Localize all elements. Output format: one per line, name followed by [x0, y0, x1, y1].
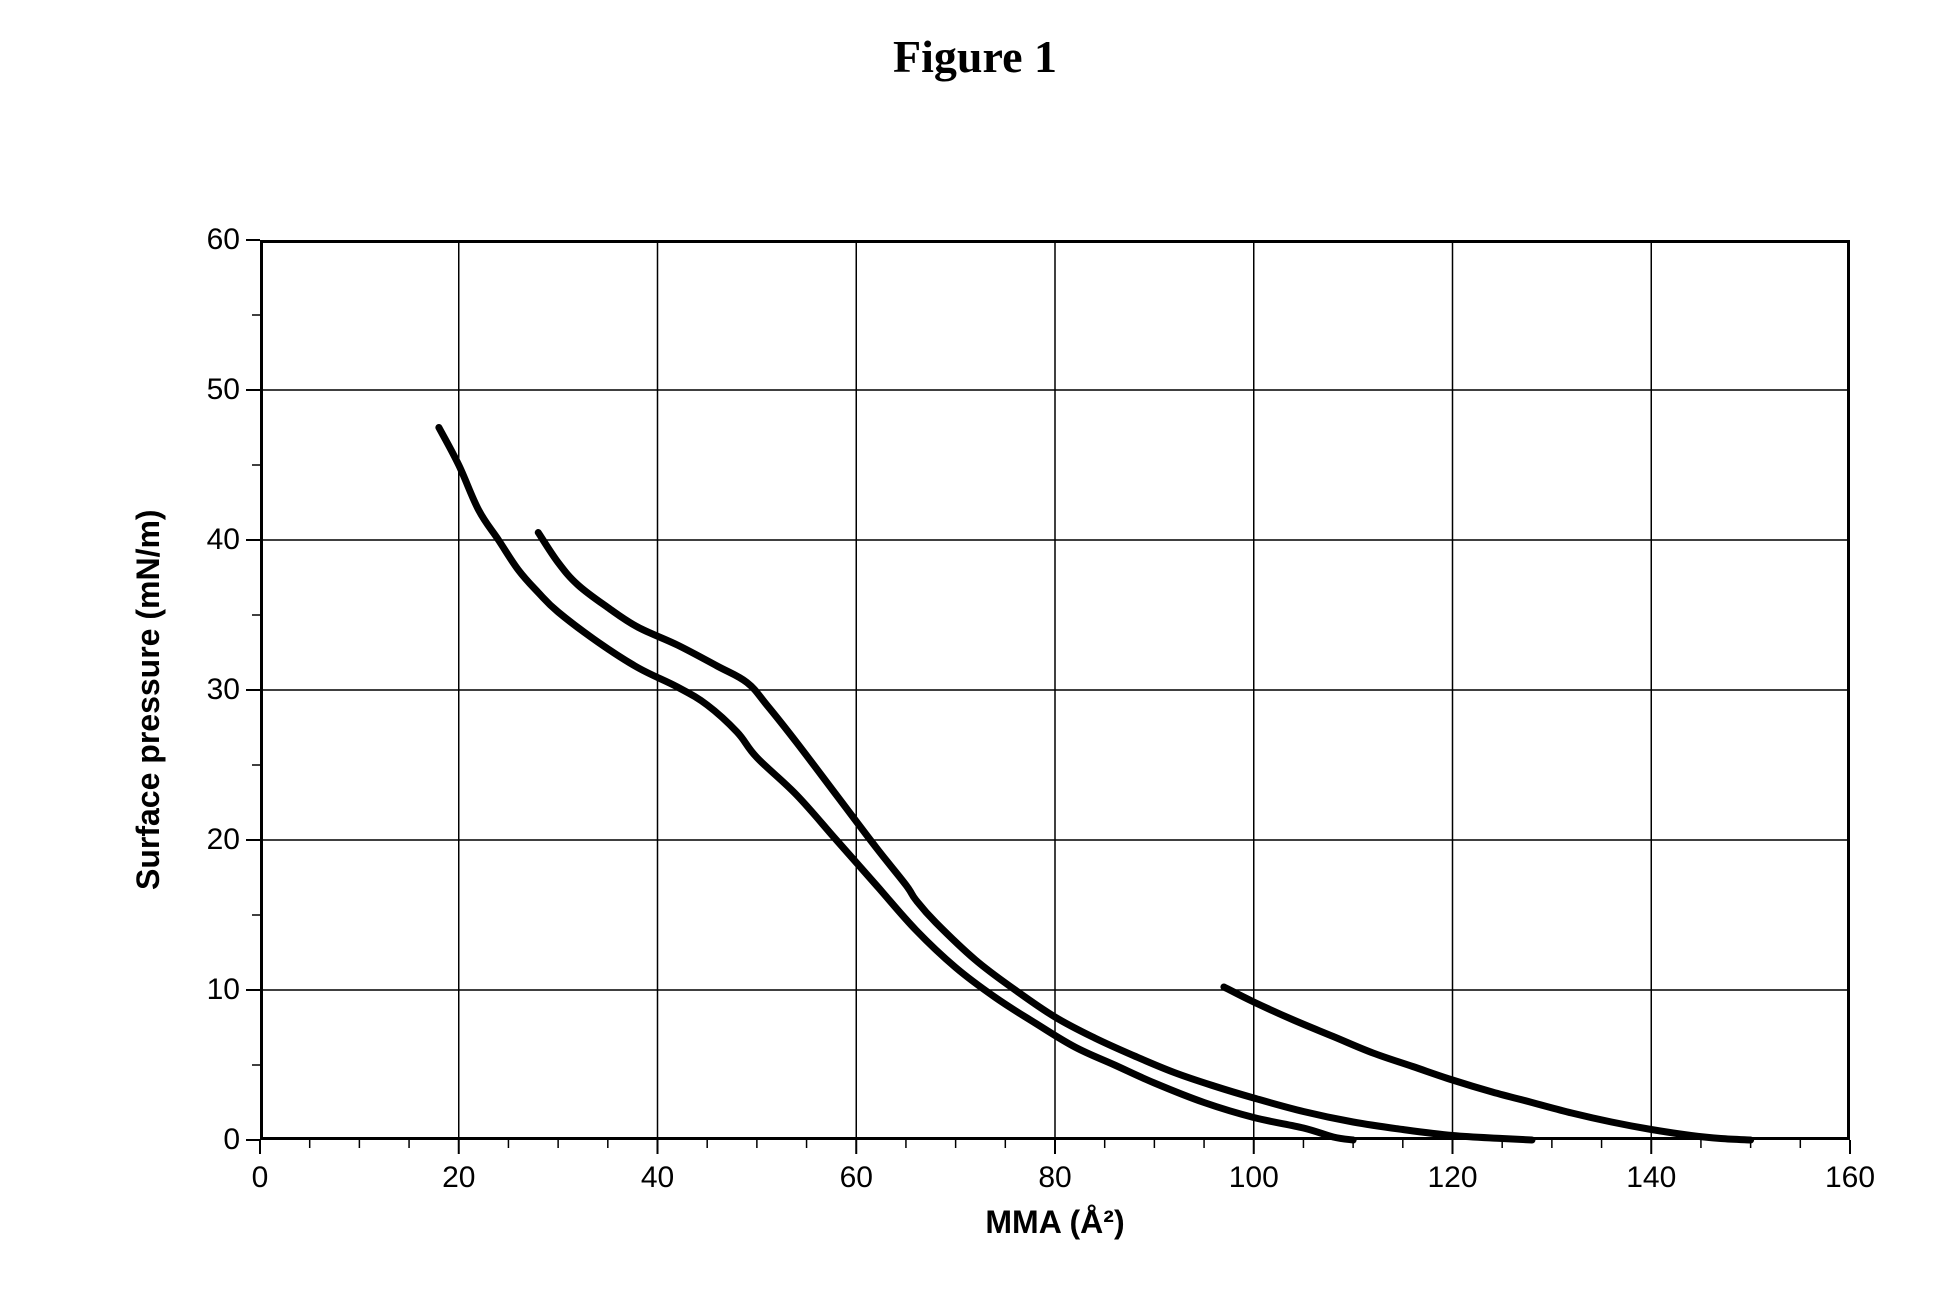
- tick-label: 80: [1005, 1160, 1105, 1196]
- tick-label: 0: [210, 1160, 310, 1196]
- tick-label: 50: [170, 372, 240, 408]
- chart-svg: [260, 240, 1850, 1140]
- tick-label: 30: [170, 672, 240, 708]
- tick-label: 120: [1403, 1160, 1503, 1196]
- page: Figure 1 Surface pressure (mN/m) MMA (Å²…: [0, 0, 1950, 1315]
- tick-label: 60: [170, 222, 240, 258]
- y-axis-label: Surface pressure (mN/m): [130, 509, 167, 890]
- tick-label: 10: [170, 972, 240, 1008]
- x-axis-label: MMA (Å²): [935, 1204, 1175, 1241]
- figure-title: Figure 1: [0, 30, 1950, 83]
- tick-label: 100: [1204, 1160, 1304, 1196]
- tick-label: 40: [608, 1160, 708, 1196]
- tick-label: 140: [1601, 1160, 1701, 1196]
- tick-label: 0: [170, 1122, 240, 1158]
- tick-label: 20: [170, 822, 240, 858]
- tick-label: 40: [170, 522, 240, 558]
- chart-container: [260, 240, 1850, 1140]
- tick-label: 20: [409, 1160, 509, 1196]
- tick-label: 60: [806, 1160, 906, 1196]
- tick-label: 160: [1800, 1160, 1900, 1196]
